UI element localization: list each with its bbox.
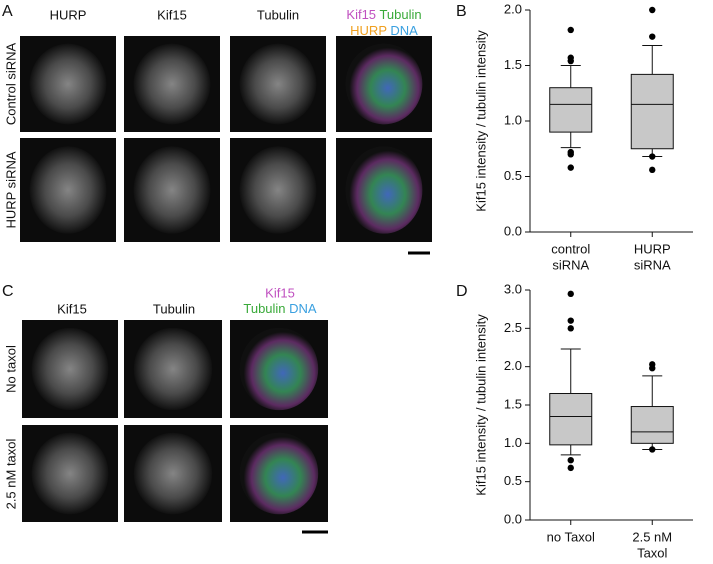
y-tick-label: 3.0 bbox=[504, 281, 522, 296]
column-header: Kif15 bbox=[57, 301, 87, 316]
column-header: Tubulin bbox=[153, 301, 195, 316]
box bbox=[549, 393, 593, 446]
y-tick-label: 1.0 bbox=[504, 112, 522, 127]
cell bbox=[345, 146, 423, 234]
row-label: HURP siRNA bbox=[3, 151, 18, 228]
cell bbox=[29, 146, 107, 234]
merge-label: DNA bbox=[390, 23, 418, 38]
cell bbox=[31, 432, 109, 515]
merge-label: DNA bbox=[289, 301, 317, 316]
outlier bbox=[567, 57, 574, 65]
outlier bbox=[567, 151, 574, 158]
x-tick-label: siRNA bbox=[552, 257, 589, 272]
outlier bbox=[649, 6, 656, 14]
outlier bbox=[649, 446, 656, 453]
outlier bbox=[649, 33, 656, 40]
x-tick-label: siRNA bbox=[634, 257, 671, 272]
outlier bbox=[649, 153, 656, 160]
cell bbox=[133, 432, 213, 515]
panel-letter: A bbox=[2, 3, 13, 20]
merge-label: Tubulin bbox=[243, 301, 285, 316]
y-tick-label: 1.0 bbox=[504, 435, 522, 450]
cell bbox=[239, 43, 317, 125]
box bbox=[630, 73, 674, 150]
cell bbox=[31, 327, 109, 411]
cell bbox=[133, 327, 213, 411]
y-tick-label: 1.5 bbox=[504, 396, 522, 411]
outlier bbox=[567, 290, 574, 298]
x-tick-label: Taxol bbox=[637, 545, 667, 560]
merge-label: Kif15 bbox=[346, 7, 376, 22]
y-tick-label: 1.5 bbox=[504, 57, 522, 72]
outlier bbox=[649, 166, 656, 174]
x-tick-label: 2.5 nM bbox=[632, 529, 672, 544]
y-tick-label: 2.5 bbox=[504, 320, 522, 335]
y-tick-label: 0.0 bbox=[504, 511, 522, 526]
y-axis-label: Kif15 intensity / tubulin intensity bbox=[473, 30, 488, 212]
column-header: Tubulin bbox=[257, 7, 299, 22]
outlier bbox=[649, 365, 656, 372]
cell bbox=[133, 43, 211, 125]
y-tick-label: 2.0 bbox=[504, 1, 522, 16]
y-axis-label: Kif15 intensity / tubulin intensity bbox=[473, 314, 488, 496]
box bbox=[630, 406, 674, 444]
merge-header: Tubulin DNA bbox=[243, 301, 317, 316]
merge-header: HURP DNA bbox=[350, 23, 418, 38]
outlier bbox=[567, 325, 574, 332]
y-tick-label: 0.0 bbox=[504, 223, 522, 238]
merge-header: Kif15 Tubulin bbox=[346, 7, 421, 22]
outlier bbox=[567, 464, 574, 472]
cell bbox=[239, 327, 319, 411]
panel-letter: D bbox=[456, 283, 468, 300]
cell bbox=[239, 432, 319, 515]
outlier bbox=[567, 317, 574, 324]
y-tick-label: 0.5 bbox=[504, 168, 522, 183]
cell bbox=[133, 146, 211, 234]
outlier bbox=[567, 457, 574, 464]
panel-letter: B bbox=[456, 3, 467, 20]
cell bbox=[345, 43, 423, 125]
row-label: Control siRNA bbox=[3, 42, 18, 125]
row-label: No taxol bbox=[3, 345, 18, 393]
merge-label: HURP bbox=[350, 23, 387, 38]
column-header: Kif15 bbox=[157, 7, 187, 22]
x-tick-label: HURP bbox=[634, 241, 671, 256]
column-header: HURP bbox=[50, 7, 87, 22]
x-tick-label: no Taxol bbox=[547, 529, 595, 544]
row-label: 2.5 nM taxol bbox=[3, 438, 18, 509]
merge-header: Kif15 bbox=[265, 285, 295, 300]
outlier bbox=[567, 164, 574, 171]
outlier bbox=[567, 26, 574, 34]
y-tick-label: 2.0 bbox=[504, 358, 522, 373]
merge-label: Tubulin bbox=[379, 7, 421, 22]
cell bbox=[29, 43, 107, 125]
y-tick-label: 0.5 bbox=[504, 473, 522, 488]
cell bbox=[239, 146, 317, 234]
box bbox=[549, 87, 593, 133]
x-tick-label: control bbox=[551, 241, 590, 256]
panel-letter: C bbox=[2, 283, 14, 300]
